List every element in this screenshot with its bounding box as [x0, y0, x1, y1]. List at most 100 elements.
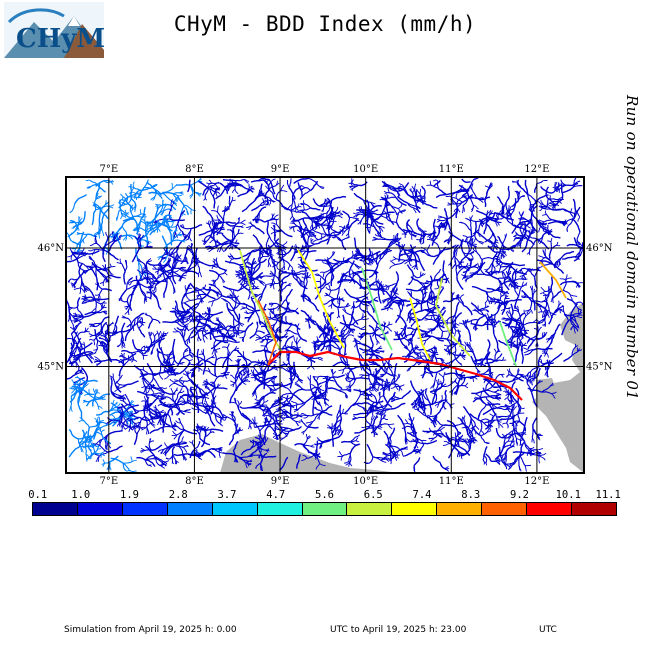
river-segment: [232, 309, 240, 323]
river-segment: [151, 343, 156, 351]
river-segment: [145, 226, 148, 235]
river-segment: [510, 335, 516, 349]
river-segment: [156, 348, 162, 364]
river-segment: [570, 281, 578, 285]
river-segment: [76, 297, 81, 308]
river-segment: [500, 280, 514, 286]
river-segment: [302, 295, 307, 299]
river-segment: [376, 340, 378, 346]
river-segment: [321, 224, 329, 227]
river-segment: [513, 237, 518, 242]
river-segment: [404, 260, 410, 265]
river-segment: [232, 256, 242, 260]
river-segment: [248, 222, 253, 226]
river-segment: [239, 330, 246, 332]
river-segment: [325, 204, 331, 207]
river-segment: [68, 355, 82, 365]
river-segment: [485, 270, 498, 280]
river-segment: [229, 178, 231, 184]
river-segment: [325, 281, 331, 286]
river-segment: [77, 226, 80, 231]
river-segment: [208, 179, 213, 184]
river-segment: [286, 329, 292, 332]
river-segment: [98, 288, 103, 295]
river-segment: [271, 274, 276, 284]
river-segment: [68, 232, 73, 237]
river-segment: [491, 256, 499, 260]
river-segment: [157, 320, 161, 324]
river-segment: [520, 274, 525, 280]
river-segment: [366, 301, 373, 308]
river-segment: [183, 204, 192, 210]
river-segment: [576, 231, 581, 241]
river-segment: [71, 240, 81, 246]
river-segment: [433, 323, 439, 331]
river-segment: [379, 213, 387, 219]
river-segment: [448, 230, 462, 242]
river-segment: [89, 354, 95, 360]
river-segment: [498, 301, 505, 306]
river-segment: [354, 264, 360, 270]
river-segment: [300, 234, 305, 240]
river-segment: [343, 342, 347, 355]
river-segment: [566, 243, 582, 249]
river-segment: [119, 209, 123, 216]
river-segment: [184, 285, 187, 291]
river-segment: [518, 268, 523, 272]
river-segment: [238, 322, 245, 326]
river-segment: [170, 199, 173, 208]
river-segment: [367, 250, 381, 257]
river-segment: [294, 379, 299, 384]
river-segment: [397, 332, 403, 336]
river-segment: [283, 333, 288, 338]
river-segment: [431, 184, 439, 189]
river-segment: [410, 330, 415, 335]
river-segment: [191, 261, 198, 269]
river-segment: [179, 275, 183, 282]
river-segment: [127, 281, 132, 285]
river-segment: [139, 321, 145, 326]
river-segment: [104, 335, 109, 343]
river-segment: [386, 213, 391, 219]
river-segment: [254, 310, 260, 320]
river-segment: [75, 345, 80, 349]
river-segment: [139, 209, 142, 215]
river-segment: [375, 274, 378, 282]
river-segment: [261, 333, 270, 339]
river-segment: [486, 271, 499, 276]
river-segment: [80, 233, 88, 235]
river-segment: [413, 319, 422, 323]
river-segment: [479, 268, 487, 276]
river-segment: [280, 190, 288, 193]
river-segment: [296, 206, 302, 209]
river-segment: [227, 364, 235, 367]
river-segment: [166, 221, 171, 231]
river-segment: [89, 180, 98, 185]
river-segment: [168, 248, 173, 254]
river-segment: [460, 343, 465, 346]
river-segment: [359, 277, 366, 282]
river-segment: [304, 271, 307, 279]
river-segment: [485, 290, 496, 293]
river-segment: [158, 337, 163, 348]
river-segment: [342, 210, 351, 218]
river-segment: [548, 337, 554, 348]
river-segment: [576, 315, 583, 319]
river-segment: [421, 200, 427, 203]
river-segment: [469, 231, 473, 247]
river-segment: [394, 313, 401, 324]
river-segment: [438, 215, 443, 218]
river-segment: [141, 218, 147, 225]
river-segment: [459, 221, 466, 225]
river-segment: [287, 264, 291, 271]
river-segment: [536, 259, 548, 263]
river-segment: [94, 333, 102, 341]
river-segment: [545, 286, 550, 302]
river-segment: [434, 241, 441, 252]
river-segment: [264, 203, 269, 206]
river-segment: [343, 307, 346, 312]
river-segment: [276, 258, 284, 266]
river-segment: [331, 195, 346, 201]
river-segment: [240, 219, 246, 224]
river-segment: [176, 254, 179, 260]
